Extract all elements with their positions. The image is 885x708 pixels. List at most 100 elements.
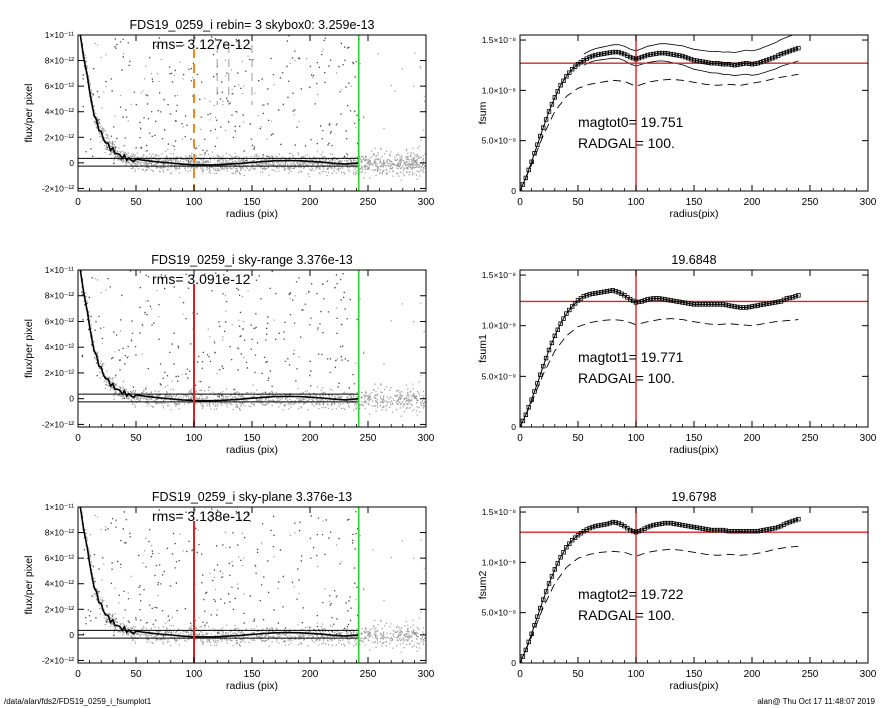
growth-point [709,302,714,307]
growth-point [758,60,763,65]
growth-point [732,529,737,534]
y-tick-label: 6×10⁻¹² [45,553,74,563]
growth-point [532,623,537,628]
x-tick-label: 300 [860,433,877,444]
growth-point [712,61,717,66]
growth-point [770,300,775,306]
radgal-label: RADGAL= 100. [578,370,675,386]
growth-point [787,48,792,54]
envelope-line-1 [583,57,799,77]
y-tick-label: 0 [511,422,516,432]
growth-point [607,50,613,55]
growth-point [793,294,798,299]
growth-point [761,527,766,533]
growth-point [787,295,792,301]
growth-point [790,47,795,53]
growth-point [741,305,746,310]
growth-point [648,523,653,529]
x-tick-label: 200 [302,669,319,680]
growth-point [686,301,691,306]
x-tick-label: 200 [744,669,761,680]
x-tick-label: 300 [860,197,877,208]
growth-point [709,61,714,66]
growth-point [610,49,615,55]
outlier-pixels [82,35,360,165]
growth-point [677,522,682,527]
growth-point [668,298,673,303]
growth-point [790,518,795,524]
growth-point [738,62,743,67]
growth-point [552,567,557,572]
growth-point [741,61,746,66]
growth-point [599,290,604,295]
sky-pixels [80,270,426,417]
growth-point [706,60,711,65]
growth-point [700,59,705,64]
growth-point [665,51,671,56]
growth-point [572,301,578,306]
growth-point [715,61,720,66]
chart-panel-growth-mid: magtot1= 19.771 RADGAL= 100. 0 50 100 150 200 2… [477,253,877,456]
growth-point [630,529,636,534]
growth-point [688,57,694,62]
chart-content [78,270,426,427]
growth-curve [520,289,799,427]
y-tick-label: 1×10⁻¹¹ [45,265,74,275]
growth-markers [520,516,801,663]
growth-point [665,520,671,526]
profile-curve [79,270,359,402]
x-tick-label: 50 [130,433,142,444]
growth-point [561,550,566,555]
y-axis-label: fsum [477,101,489,124]
growth-point [610,519,615,525]
growth-point [706,527,711,532]
growth-point [738,305,743,310]
growth-point [784,296,789,301]
x-tick-label: 0 [517,197,523,208]
x-tick-label: 0 [75,669,81,680]
growth-point [587,525,592,531]
y-tick-label: 5.0×10⁻⁹ [482,371,517,381]
y-axis-label: flux/per pixel [23,84,35,143]
x-tick-label: 0 [517,669,523,680]
x-tick-label: 250 [802,433,819,444]
growth-point [686,55,691,61]
x-axis-label: radius (pix) [226,444,278,456]
radgal-label: RADGAL= 100. [578,135,675,151]
y-tick-label: 1.5×10⁻⁸ [482,507,517,517]
growth-point [572,64,578,69]
growth-point [752,61,758,66]
growth-point [543,355,549,361]
growth-point [549,574,555,579]
x-tick-label: 150 [686,433,703,444]
growth-point [773,300,778,305]
growth-point [642,298,647,303]
growth-point [523,175,528,181]
growth-point [593,523,598,529]
growth-point [715,527,720,533]
growth-point [584,293,589,298]
plot-frame [519,269,869,428]
x-tick-label: 150 [244,669,261,680]
growth-point [657,50,662,56]
growth-point [520,182,526,187]
y-tick-label: 2×10⁻¹² [45,132,74,142]
sky-pixel-cloud [80,35,426,181]
growth-point [651,51,656,57]
growth-point [746,304,752,310]
footer-path: /data/alan/fds2/FDS19_0259_i_fsumplot1 [4,697,152,706]
growth-point [700,302,705,307]
y-axis-label: fsum1 [477,334,489,363]
growth-point [659,521,665,526]
growth-point [784,520,789,526]
growth-point [770,55,775,61]
y-tick-label: -2×10⁻¹² [42,655,74,665]
growth-curve [520,47,799,191]
growth-point [674,52,679,58]
growth-point [613,520,618,525]
growth-point [567,307,572,313]
growth-point [604,289,610,294]
growth-point [775,524,781,530]
growth-point [691,58,697,63]
